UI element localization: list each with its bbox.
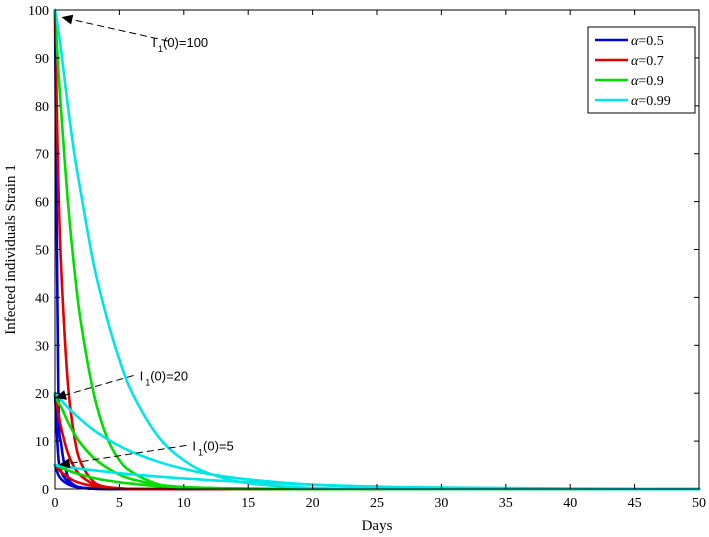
y-tick-label: 40	[35, 291, 49, 306]
annotation-arrow-line	[54, 374, 134, 399]
annotation-label: I 1(0)=5	[192, 438, 233, 457]
series-line-3-ic1	[53, 391, 701, 491]
legend-box	[587, 26, 696, 114]
annotation-arrow-head	[61, 14, 74, 25]
x-axis-label: Days	[362, 518, 393, 534]
y-tick-label: 80	[35, 100, 49, 115]
x-tick-label: 25	[370, 496, 384, 511]
x-tick-label: 0	[52, 496, 59, 511]
series-line-0-ic1	[53, 391, 701, 491]
series-line-2-ic1	[53, 391, 701, 491]
annotation-label: I 1(0)=20	[140, 368, 189, 387]
x-tick-label: 45	[628, 496, 642, 511]
y-tick-label: 10	[35, 435, 49, 450]
annotation-arrow-head	[58, 458, 71, 469]
annotation-arrow-line	[61, 16, 169, 42]
legend-entry: α=0.5	[631, 34, 664, 49]
x-tick-label: 50	[692, 496, 706, 511]
annotations: I 1(0)=100 I 1(0)=20 I 1(0)=5	[54, 14, 234, 469]
y-tick-label: 60	[35, 196, 49, 211]
x-tick-label: 10	[177, 496, 191, 511]
y-tick-label: 70	[35, 148, 49, 163]
x-tick-label: 15	[241, 496, 255, 511]
y-tick-label: 30	[35, 339, 49, 354]
y-tick-label: 20	[35, 387, 49, 402]
y-tick-label: 90	[35, 52, 49, 67]
axis-ticks	[54, 9, 700, 490]
y-tick-label: 0	[42, 483, 49, 498]
legend: α=0.5 α=0.7 α=0.9 α=0.99	[587, 26, 696, 114]
y-tick-label: 100	[28, 4, 49, 19]
y-tick-label: 50	[35, 244, 49, 259]
x-tick-label: 30	[434, 496, 448, 511]
legend-entry: α=0.9	[631, 74, 664, 89]
annotation-label: I 1(0)=100	[152, 35, 208, 54]
legend-entry: α=0.7	[631, 54, 664, 69]
series-line-1-ic1	[53, 391, 701, 491]
tick-labels: 0 5 10 15 20 25 30 35 40 45 50 0 10 20 30 40 50 60 70 80 90 1…	[28, 4, 706, 511]
y-axis-label: Infected individuals Strain 1	[3, 164, 19, 334]
x-tick-label: 5	[116, 496, 123, 511]
x-tick-label: 40	[563, 496, 577, 511]
x-tick-label: 20	[306, 496, 320, 511]
annotation-arrow-head	[55, 390, 67, 400]
x-tick-label: 35	[499, 496, 513, 511]
legend-entry: α=0.99	[631, 94, 671, 109]
